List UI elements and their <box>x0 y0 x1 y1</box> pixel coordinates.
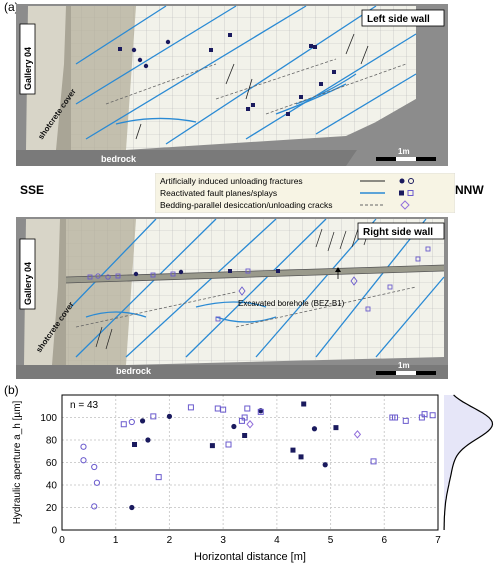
point-open-circle <box>80 457 87 464</box>
panel-a-label: (a) <box>4 0 19 14</box>
point-filled-circle <box>129 504 135 511</box>
x-tick-label: 1 <box>113 535 119 546</box>
point-open-square <box>187 404 194 411</box>
point-open-diamond <box>246 419 254 429</box>
right-gallery-label: Gallery 04 <box>23 262 33 305</box>
right-scale-label: 1m <box>398 361 410 370</box>
point-filled-circle <box>139 418 146 424</box>
borehole-label: Excavated borehole (BEZ-B1) <box>238 299 345 308</box>
point-open-square <box>370 458 377 465</box>
x-tick-label: 0 <box>59 535 65 546</box>
distribution-fill <box>444 395 493 530</box>
y-tick-label: 100 <box>40 413 57 424</box>
point-open-square <box>244 405 251 412</box>
left-wall-map: Gallery 04 shotcrete cover bedrock Left … <box>16 4 448 166</box>
legend-item-bedding: Bedding-parallel desiccation/unloading c… <box>160 200 332 210</box>
y-tick-label: 20 <box>46 503 58 514</box>
x-tick-label: 5 <box>328 535 334 546</box>
point-open-circle <box>93 479 101 486</box>
data-points <box>80 401 436 511</box>
point-open-square <box>402 417 409 424</box>
left-scale-bar <box>376 157 436 161</box>
point-filled-square <box>290 447 296 453</box>
x-axis-label: Horizontal distance [m] <box>194 551 306 563</box>
point-open-square <box>429 412 436 419</box>
point-open-square <box>225 441 232 448</box>
point-open-circle <box>91 503 98 510</box>
right-wall-map: Excavated borehole (BEZ-B1) Gallery 04 s… <box>16 217 448 379</box>
chart-grid <box>61 395 439 531</box>
x-tick-label: 3 <box>220 535 226 546</box>
point-filled-square <box>301 401 307 407</box>
left-gallery-label: Gallery 04 <box>23 47 33 90</box>
y-tick-label: 80 <box>46 436 58 447</box>
point-filled-circle <box>311 426 318 432</box>
point-open-square <box>421 411 428 418</box>
right-wall-title: Right side wall <box>363 227 433 238</box>
panel-b-label: (b) <box>4 383 19 397</box>
legend-item-unloading: Artificially induced unloading fractures <box>160 176 303 186</box>
point-open-square <box>155 474 162 481</box>
plot-frame <box>61 394 439 531</box>
point-filled-circle <box>145 437 151 443</box>
point-open-square <box>392 414 399 421</box>
x-tick-label: 2 <box>167 535 173 546</box>
point-open-square <box>257 408 264 415</box>
x-tick-label: 4 <box>274 535 280 546</box>
point-filled-square <box>242 433 248 438</box>
point-open-square <box>120 421 127 428</box>
point-open-square <box>241 414 248 421</box>
point-filled-circle <box>166 413 173 419</box>
point-filled-square <box>333 425 339 431</box>
legend: Artificially induced unloading fractures… <box>155 173 455 213</box>
point-filled-square <box>298 454 304 460</box>
y-tick-label: 0 <box>51 526 57 537</box>
right-bedrock-label: bedrock <box>116 366 152 376</box>
x-tick-label: 6 <box>382 535 388 546</box>
left-wall-title: Left side wall <box>367 14 430 25</box>
point-open-square <box>214 405 221 412</box>
point-open-square <box>220 406 227 413</box>
legend-item-faults: Reactivated fault planes/splays <box>160 188 277 198</box>
y-axis-label: Hydraulic aperture a_h [µm] <box>12 400 23 524</box>
point-filled-circle <box>231 423 237 430</box>
y-tick-label: 40 <box>46 481 58 492</box>
point-filled-circle <box>322 462 328 468</box>
point-filled-square <box>132 442 138 447</box>
distribution-curve <box>443 394 494 530</box>
point-open-circle <box>80 443 87 450</box>
point-filled-square <box>209 443 215 449</box>
point-open-square <box>150 413 157 420</box>
point-open-circle <box>91 463 98 471</box>
point-open-diamond <box>353 430 362 439</box>
direction-nnw: NNW <box>455 183 484 197</box>
x-tick-label: 7 <box>435 535 441 546</box>
aperture-distribution <box>443 394 494 530</box>
left-scale-label: 1m <box>398 147 410 156</box>
aperture-scatter-chart: 0 1 2 3 4 5 6 7 0 20 40 60 80 100 n = 43 Horizontal d… <box>12 394 494 563</box>
direction-sse: SSE <box>20 183 45 197</box>
axis-ticks: 0 1 2 3 4 5 6 7 0 20 40 60 80 100 <box>40 413 441 546</box>
right-scale-bar <box>376 371 436 375</box>
y-tick-label: 60 <box>46 458 58 469</box>
left-bedrock-label: bedrock <box>101 154 137 164</box>
sample-count: n = 43 <box>70 400 99 411</box>
point-open-circle <box>128 418 135 426</box>
